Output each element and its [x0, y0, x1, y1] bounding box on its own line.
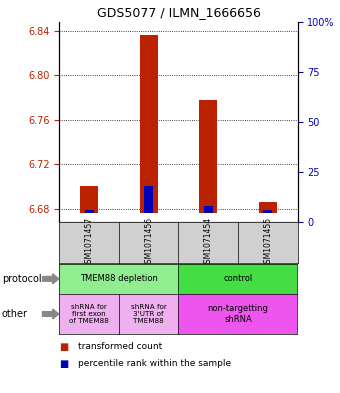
- Text: other: other: [2, 309, 28, 319]
- Text: ■: ■: [59, 342, 69, 351]
- Bar: [263, 210, 272, 213]
- Text: shRNA for
3'UTR of
TMEM88: shRNA for 3'UTR of TMEM88: [131, 304, 167, 324]
- Text: protocol: protocol: [2, 274, 41, 284]
- Text: GSM1071454: GSM1071454: [204, 217, 213, 268]
- Bar: [259, 202, 277, 213]
- Text: TMEM88 depletion: TMEM88 depletion: [80, 274, 158, 283]
- Text: transformed count: transformed count: [78, 342, 163, 351]
- Bar: [204, 206, 213, 213]
- Text: shRNA for
first exon
of TMEM88: shRNA for first exon of TMEM88: [69, 304, 109, 324]
- Bar: [80, 186, 98, 213]
- Text: control: control: [223, 274, 253, 283]
- Title: GDS5077 / ILMN_1666656: GDS5077 / ILMN_1666656: [97, 6, 260, 19]
- Text: GSM1071455: GSM1071455: [263, 217, 272, 268]
- Text: ■: ■: [59, 359, 69, 369]
- Bar: [199, 99, 217, 213]
- Bar: [140, 35, 158, 213]
- Text: GSM1071457: GSM1071457: [85, 217, 94, 268]
- Text: GSM1071456: GSM1071456: [144, 217, 153, 268]
- Text: percentile rank within the sample: percentile rank within the sample: [78, 359, 231, 368]
- Bar: [85, 210, 94, 213]
- Bar: [144, 186, 153, 213]
- Text: non-targetting
shRNA: non-targetting shRNA: [207, 304, 269, 324]
